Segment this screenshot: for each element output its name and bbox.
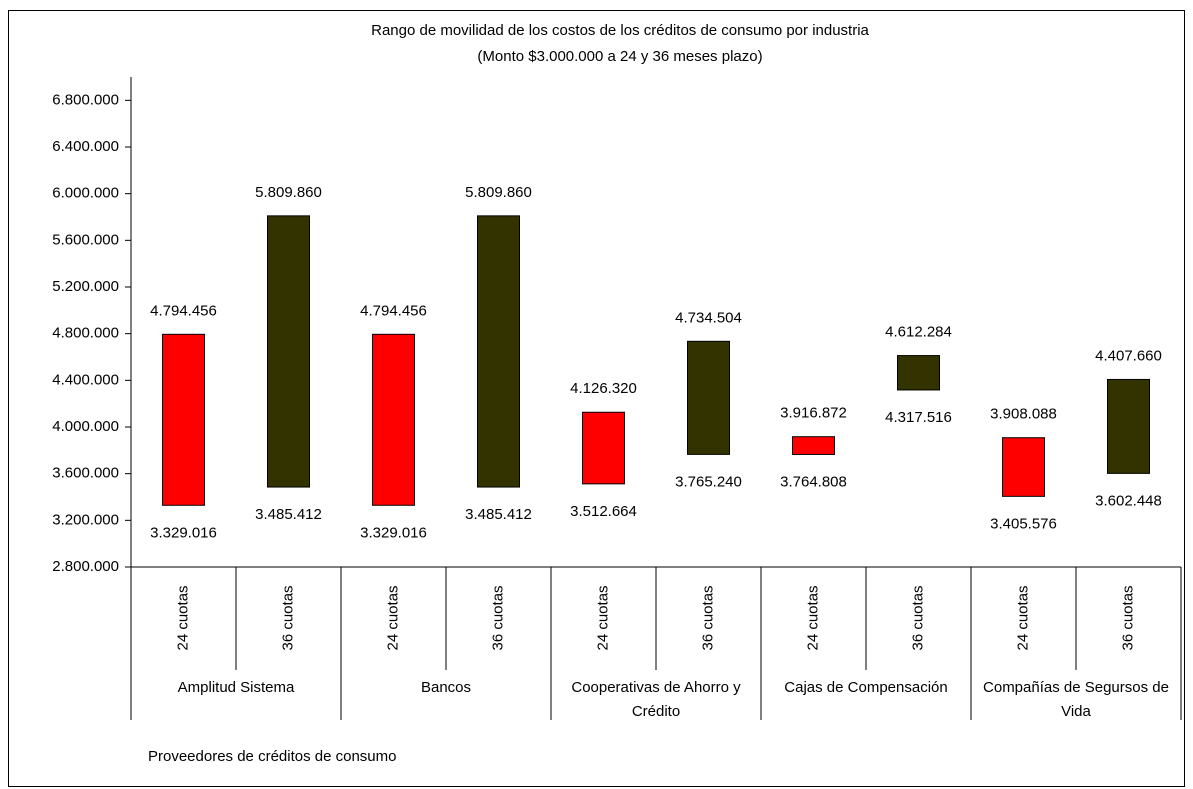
category-label: 24 cuotas	[174, 585, 191, 650]
low-label: 3.602.448	[1095, 492, 1162, 509]
y-tick-label: 6.000.000	[52, 185, 119, 202]
y-tick-label: 3.200.000	[52, 511, 119, 528]
low-label: 3.485.412	[465, 506, 532, 523]
y-tick-label: 2.800.000	[52, 558, 119, 575]
range-bar	[1002, 437, 1045, 497]
high-label: 3.908.088	[990, 406, 1057, 423]
group-label: Compañías de Segursos de Vida	[983, 679, 1169, 720]
category-label: 36 cuotas	[279, 585, 296, 650]
group-label: Bancos	[420, 679, 472, 696]
category-label: 24 cuotas	[804, 585, 821, 650]
y-tick-label: 4.400.000	[52, 371, 119, 388]
range-bar	[1107, 378, 1150, 474]
group-label: Cooperativas de Ahorro y Crédito	[571, 679, 741, 720]
category-label: 36 cuotas	[1119, 585, 1136, 650]
x-axis-label: Proveedores de créditos de consumo	[148, 748, 396, 765]
chart-subtitle: (Monto $3.000.000 a 24 y 36 meses plazo)	[477, 48, 762, 65]
high-label: 5.809.860	[465, 184, 532, 201]
group-label: Cajas de Compensación	[784, 679, 948, 696]
y-tick-label: 3.600.000	[52, 465, 119, 482]
range-bar	[687, 340, 730, 455]
category-label: 36 cuotas	[909, 585, 926, 650]
y-tick-label: 5.600.000	[52, 231, 119, 248]
y-tick-label: 6.400.000	[52, 138, 119, 155]
category-label: 24 cuotas	[594, 585, 611, 650]
high-label: 4.126.320	[570, 380, 637, 397]
range-bar	[477, 215, 520, 488]
high-label: 5.809.860	[255, 184, 322, 201]
low-label: 3.329.016	[150, 524, 217, 541]
high-label: 4.794.456	[150, 302, 217, 319]
range-bar	[897, 355, 940, 391]
high-label: 4.794.456	[360, 302, 427, 319]
high-label: 4.407.660	[1095, 347, 1162, 364]
low-label: 3.485.412	[255, 506, 322, 523]
chart-title: Rango de movilidad de los costos de los …	[371, 22, 869, 39]
y-tick-label: 6.800.000	[52, 91, 119, 108]
category-label: 36 cuotas	[489, 585, 506, 650]
y-tick-label: 4.000.000	[52, 418, 119, 435]
high-label: 4.612.284	[885, 324, 952, 341]
high-label: 3.916.872	[780, 405, 847, 422]
low-label: 3.329.016	[360, 524, 427, 541]
y-tick-label: 4.800.000	[52, 325, 119, 342]
range-bar	[582, 411, 625, 485]
category-label: 24 cuotas	[384, 585, 401, 650]
range-bar	[372, 333, 415, 506]
low-label: 4.317.516	[885, 409, 952, 426]
range-bar	[162, 333, 205, 506]
y-tick-label: 5.200.000	[52, 278, 119, 295]
low-label: 3.512.664	[570, 503, 637, 520]
low-label: 3.764.808	[780, 473, 847, 490]
range-bar	[792, 436, 835, 455]
low-label: 3.405.576	[990, 515, 1057, 532]
low-label: 3.765.240	[675, 473, 742, 490]
category-label: 24 cuotas	[1014, 585, 1031, 650]
category-label: 36 cuotas	[699, 585, 716, 650]
range-bar	[267, 215, 310, 488]
high-label: 4.734.504	[675, 309, 742, 326]
group-label: Amplitud Sistema	[177, 679, 295, 696]
